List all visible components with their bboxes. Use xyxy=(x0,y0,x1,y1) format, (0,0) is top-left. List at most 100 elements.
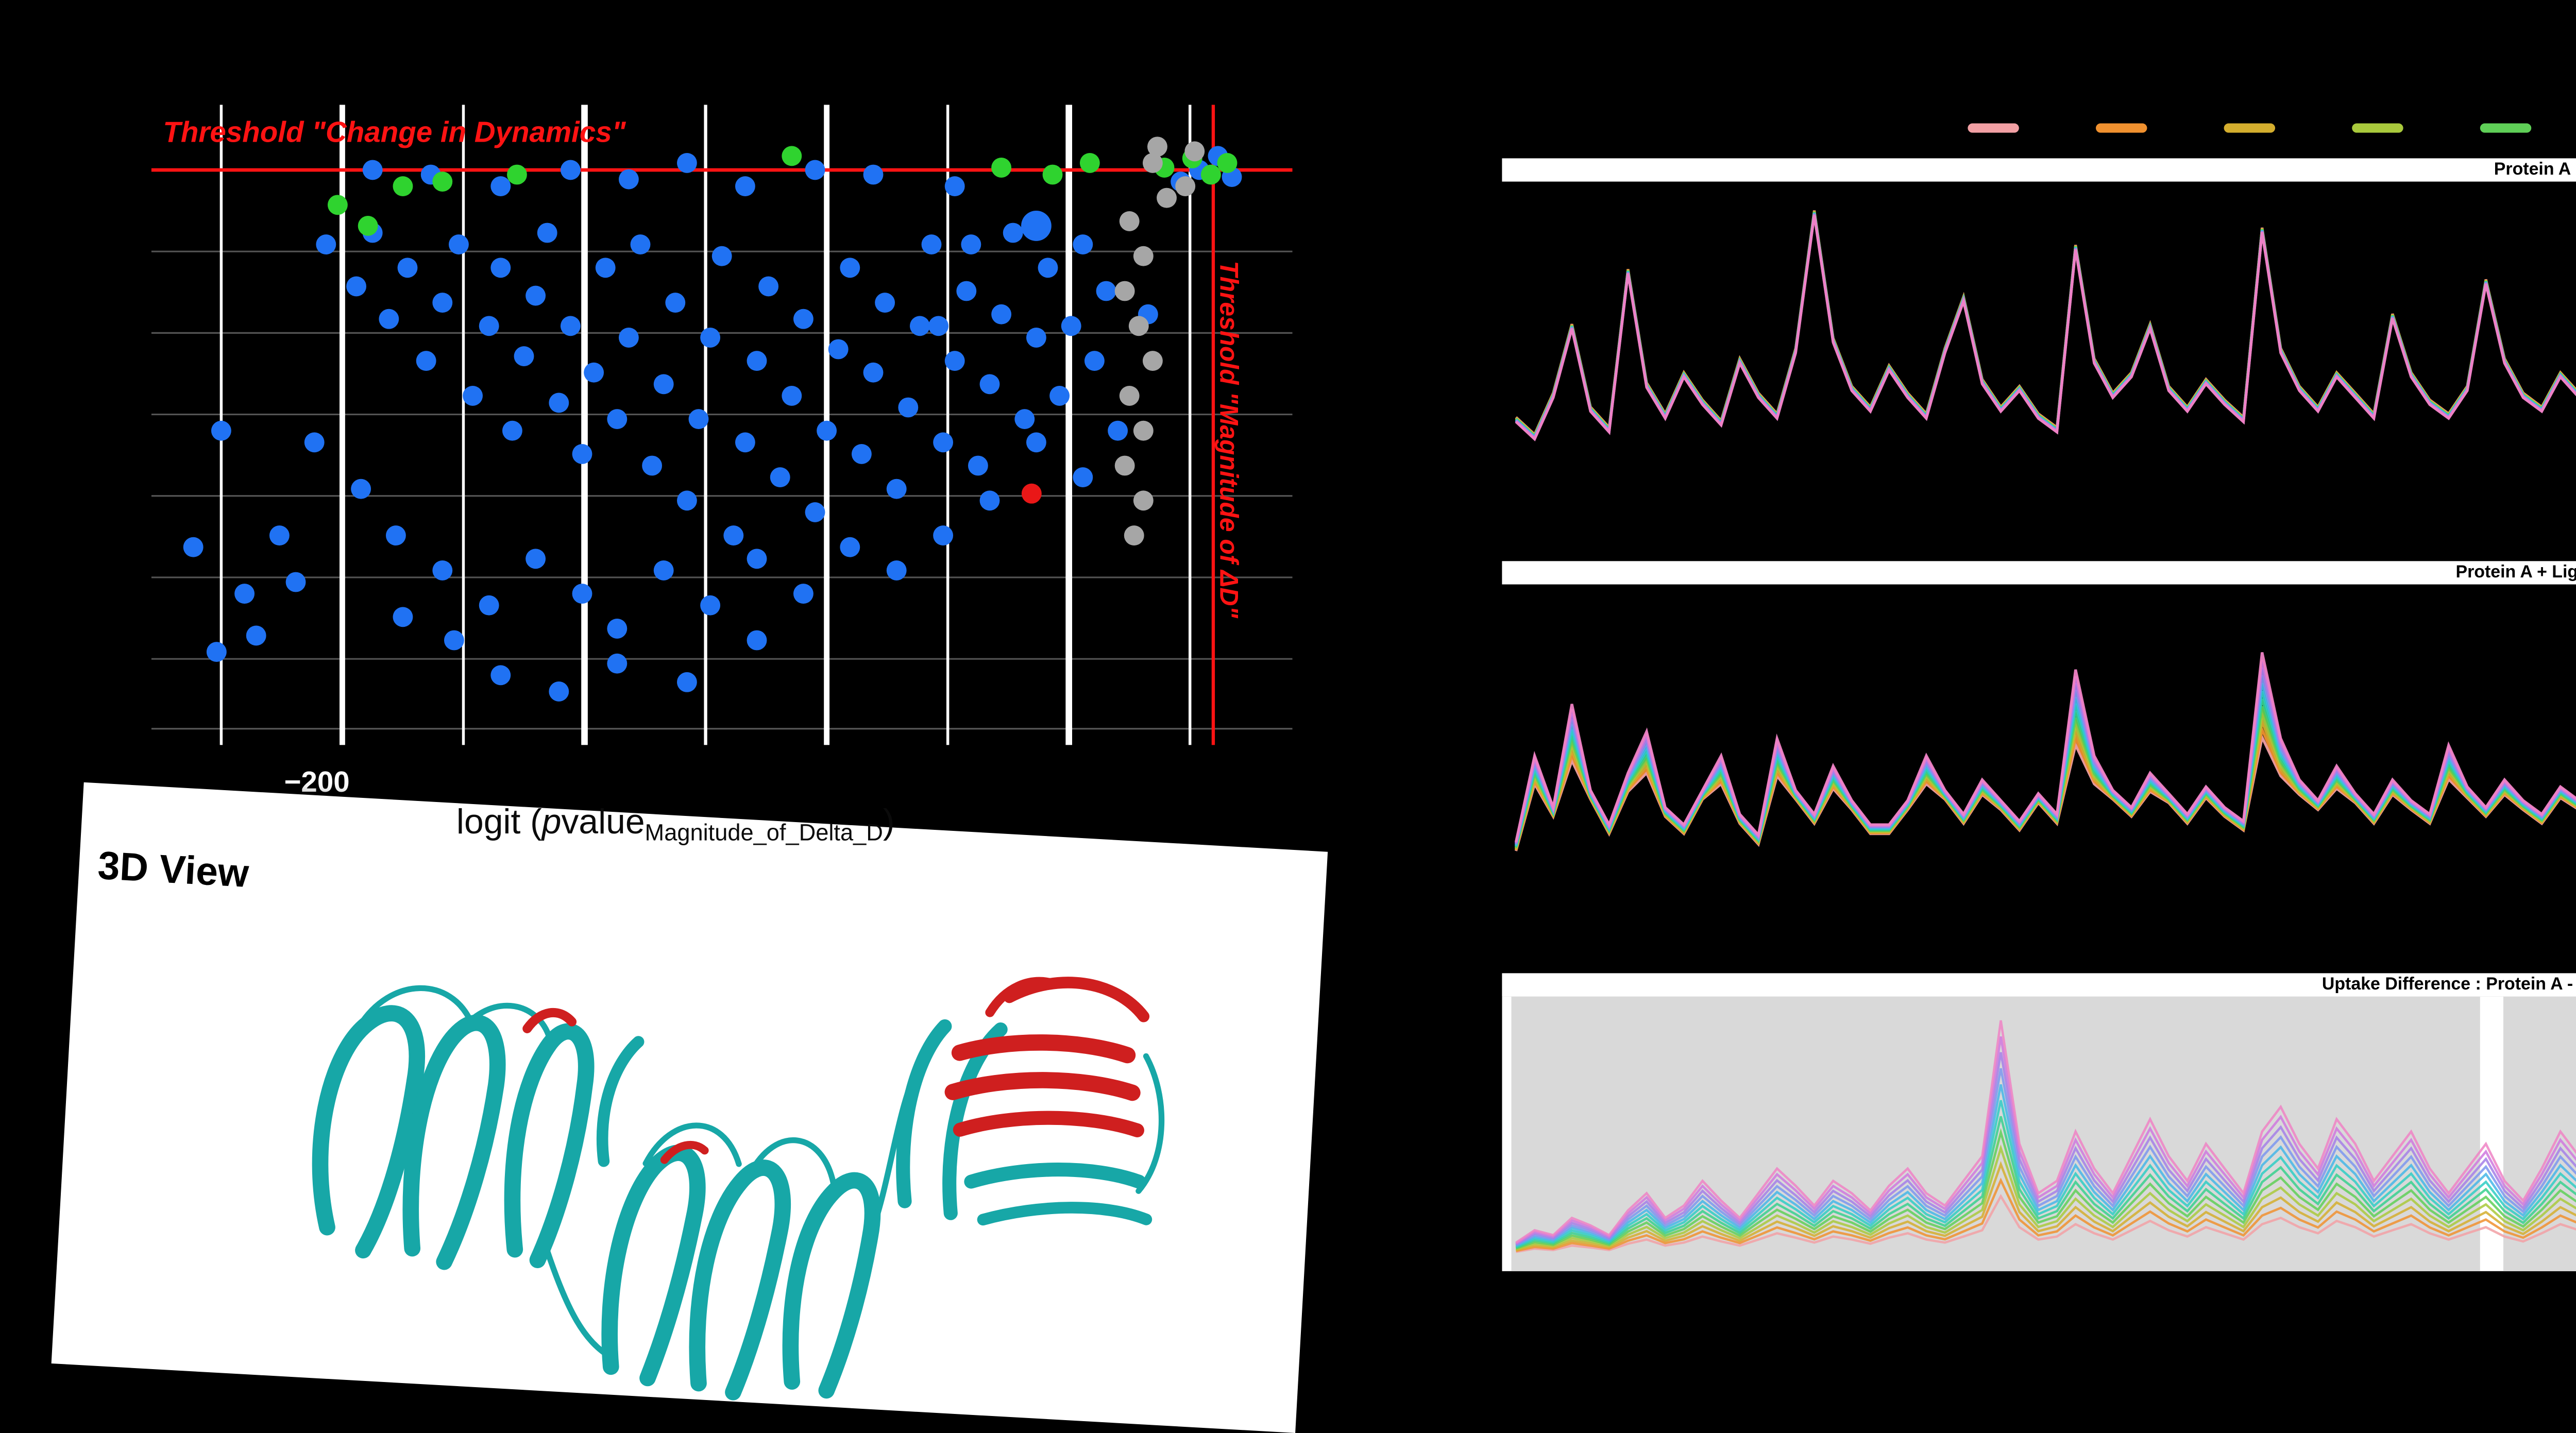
scatter-point[interactable] xyxy=(234,584,255,604)
scatter-point[interactable] xyxy=(1133,246,1154,266)
scatter-point[interactable] xyxy=(327,195,348,215)
scatter-point[interactable] xyxy=(991,158,1012,178)
uptake-difference-chart[interactable] xyxy=(1502,996,2576,1271)
scatter-point[interactable] xyxy=(805,502,825,522)
protein-ribbon[interactable] xyxy=(52,782,1328,1433)
uptake-line[interactable] xyxy=(1515,214,2576,441)
scatter-point[interactable] xyxy=(560,160,581,180)
scatter-point[interactable] xyxy=(1026,432,1046,453)
scatter-point[interactable] xyxy=(961,234,981,255)
scatter-point[interactable] xyxy=(393,607,413,627)
scatter-point[interactable] xyxy=(416,351,436,371)
uptake-line[interactable] xyxy=(1515,215,2576,441)
uptake-line[interactable] xyxy=(1515,1084,2576,1247)
scatter-point[interactable] xyxy=(351,479,371,499)
scatter-point[interactable] xyxy=(711,246,732,266)
scatter-point[interactable] xyxy=(653,374,674,395)
scatter-point[interactable] xyxy=(863,164,884,185)
scatter-point[interactable] xyxy=(723,525,744,546)
scatter-point[interactable] xyxy=(793,309,814,329)
scatter-point[interactable] xyxy=(304,432,325,453)
uptake-line[interactable] xyxy=(1515,1100,2576,1248)
scatter-point[interactable] xyxy=(432,293,453,313)
uptake-line[interactable] xyxy=(1515,1144,2576,1251)
scatter-point[interactable] xyxy=(1142,152,1163,173)
scatter-point[interactable] xyxy=(688,409,709,430)
scatter-point[interactable] xyxy=(968,455,988,476)
scatter-point[interactable] xyxy=(572,584,592,604)
scatter-point[interactable] xyxy=(933,432,954,453)
uptake-line[interactable] xyxy=(1515,703,2576,850)
scatter-point[interactable] xyxy=(886,479,907,499)
scatter-point[interactable] xyxy=(933,525,954,546)
scatter-point[interactable] xyxy=(735,432,755,453)
scatter-point[interactable] xyxy=(1128,316,1149,336)
scatter-point[interactable] xyxy=(358,216,378,236)
uptake-line[interactable] xyxy=(1515,212,2576,517)
scatter-point[interactable] xyxy=(1014,409,1035,430)
scatter-point[interactable] xyxy=(607,409,628,430)
legend-swatch[interactable] xyxy=(1968,123,2019,133)
scatter-point[interactable] xyxy=(676,672,697,692)
scatter-point[interactable] xyxy=(379,309,399,329)
scatter-point[interactable] xyxy=(805,160,825,180)
scatter-point[interactable] xyxy=(747,351,767,371)
scatter-point[interactable] xyxy=(1217,152,1238,173)
legend-swatch[interactable] xyxy=(2224,123,2276,133)
scatter-point[interactable] xyxy=(875,293,895,313)
scatter-point[interactable] xyxy=(1119,385,1140,406)
legend-swatch[interactable] xyxy=(2096,123,2147,133)
scatter-point[interactable] xyxy=(700,595,721,616)
scatter-point[interactable] xyxy=(770,467,790,488)
scatter-point[interactable] xyxy=(1096,281,1116,301)
scatter-point[interactable] xyxy=(526,285,546,306)
scatter-point[interactable] xyxy=(1079,152,1100,173)
volcano-svg[interactable] xyxy=(151,105,1293,745)
scatter-point[interactable] xyxy=(1021,211,1052,241)
scatter-point[interactable] xyxy=(676,490,697,511)
scatter-point[interactable] xyxy=(537,223,557,243)
scatter-point[interactable] xyxy=(1049,385,1070,406)
uptake-line[interactable] xyxy=(1515,213,2576,502)
scatter-point[interactable] xyxy=(346,276,366,297)
scatter-point[interactable] xyxy=(851,443,872,464)
uptake-line[interactable] xyxy=(1515,1020,2576,1244)
scatter-point[interactable] xyxy=(1108,420,1128,441)
scatter-point[interactable] xyxy=(630,234,651,255)
uptake-line[interactable] xyxy=(1515,1116,2576,1249)
scatter-point[interactable] xyxy=(1021,483,1042,504)
scatter-point[interactable] xyxy=(397,258,418,278)
uptake-line[interactable] xyxy=(1515,712,2576,851)
scatter-point[interactable] xyxy=(1133,490,1154,511)
scatter-point[interactable] xyxy=(944,176,965,197)
scatter-point[interactable] xyxy=(1026,327,1046,348)
scatter-point[interactable] xyxy=(1133,420,1154,441)
scatter-point[interactable] xyxy=(507,164,527,185)
scatter-point[interactable] xyxy=(1124,525,1144,546)
scatter-point[interactable] xyxy=(921,234,942,255)
uptake-line[interactable] xyxy=(1514,618,2576,842)
scatter-point[interactable] xyxy=(572,443,592,464)
scatter-point[interactable] xyxy=(1184,141,1205,162)
scatter-point[interactable] xyxy=(817,420,837,441)
scatter-point[interactable] xyxy=(747,549,767,569)
scatter-point[interactable] xyxy=(549,681,569,702)
scatter-point[interactable] xyxy=(514,346,534,366)
uptake-line[interactable] xyxy=(1515,213,2576,471)
scatter-point[interactable] xyxy=(828,339,849,360)
scatter-point[interactable] xyxy=(618,169,639,190)
uptake-line[interactable] xyxy=(1515,1068,2576,1247)
scatter-point[interactable] xyxy=(886,560,907,581)
scatter-point[interactable] xyxy=(1119,211,1140,231)
scatter-point[interactable] xyxy=(909,316,930,336)
scatter-point[interactable] xyxy=(285,572,306,592)
scatter-point[interactable] xyxy=(393,176,413,197)
scatter-point[interactable] xyxy=(782,385,802,406)
scatter-point[interactable] xyxy=(665,293,686,313)
legend-swatch[interactable] xyxy=(2352,123,2403,133)
scatter-point[interactable] xyxy=(1038,258,1058,278)
scatter-point[interactable] xyxy=(463,385,483,406)
scatter-point[interactable] xyxy=(607,653,628,674)
scatter-point[interactable] xyxy=(747,630,767,651)
scatter-point[interactable] xyxy=(758,276,779,297)
